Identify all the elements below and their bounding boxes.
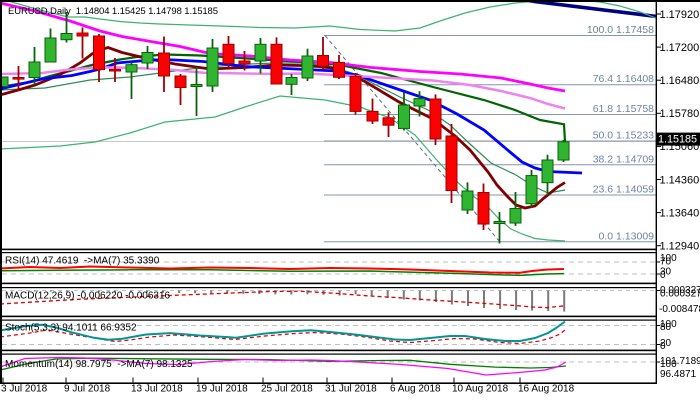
svg-text:1.17200: 1.17200 [660,42,700,54]
svg-text:1.12940: 1.12940 [660,241,700,253]
svg-text:6 Aug 2018: 6 Aug 2018 [390,384,441,395]
svg-text:31 Jul 2018: 31 Jul 2018 [325,384,377,395]
svg-text:25 Jul 2018: 25 Jul 2018 [261,384,313,395]
svg-text:0: 0 [660,341,666,352]
svg-text:1.16480: 1.16480 [660,75,700,87]
svg-text:3 Jul 2018: 3 Jul 2018 [1,384,48,395]
svg-text:10 Aug 2018: 10 Aug 2018 [452,384,509,395]
svg-text:13 Jul 2018: 13 Jul 2018 [131,384,183,395]
svg-text:76.4 1.16408: 76.4 1.16408 [593,73,654,85]
svg-text:100: 100 [660,253,677,264]
svg-text:1.15185: 1.15185 [658,134,697,146]
svg-text:0.000327: 0.000327 [660,285,700,296]
svg-text:23.6 1.14059: 23.6 1.14059 [593,184,654,196]
svg-text:0.000327: 0.000327 [660,289,700,300]
svg-text:EURUSD,Daily 1.14804 1.15425: EURUSD,Daily 1.14804 1.15425 1.14798 1.1… [8,6,218,17]
svg-text:1.14360: 1.14360 [660,174,700,186]
svg-text:1.15780: 1.15780 [660,108,700,120]
svg-text:0: 0 [660,270,666,281]
svg-text:MACD(12,26,9) -0.006220 -0.006: MACD(12,26,9) -0.006220 -0.006316 [5,291,171,302]
svg-text:16 Aug 2018: 16 Aug 2018 [518,384,575,395]
svg-text:96.4871: 96.4871 [660,369,697,380]
svg-text:RSI(14) 47.4619 ->MA(7) 35.33: RSI(14) 47.4619 ->MA(7) 35.3390 [5,256,160,267]
svg-text:100: 100 [660,319,677,330]
svg-text:-0.008478: -0.008478 [659,304,700,315]
svg-text:38.2 1.14709: 38.2 1.14709 [593,153,654,165]
svg-text:70: 70 [660,257,672,268]
svg-text:1.13640: 1.13640 [660,207,700,219]
svg-text:20: 20 [660,338,672,349]
svg-text:1.17920: 1.17920 [660,9,700,21]
svg-text:100.0 1.17458: 100.0 1.17458 [587,24,654,36]
svg-text:19 Jul 2018: 19 Jul 2018 [196,384,248,395]
svg-text:0.0 1.13009: 0.0 1.13009 [599,230,655,242]
svg-text:Stoch(5,3,3) 94.1011 66.9352: Stoch(5,3,3) 94.1011 66.9352 [5,323,137,334]
svg-text:50.0 1.15233: 50.0 1.15233 [593,130,654,142]
svg-text:9 Jul 2018: 9 Jul 2018 [64,384,111,395]
svg-text:30: 30 [660,267,672,278]
svg-text:61.8 1.15758: 61.8 1.15758 [593,103,654,115]
svg-text:Momentum(14) 98.7975 ->MA(7): Momentum(14) 98.7975 ->MA(7) 98.1325 [5,359,193,370]
svg-text:100: 100 [660,359,677,370]
svg-text:101.7189: 101.7189 [660,356,700,367]
svg-text:80: 80 [660,322,672,333]
